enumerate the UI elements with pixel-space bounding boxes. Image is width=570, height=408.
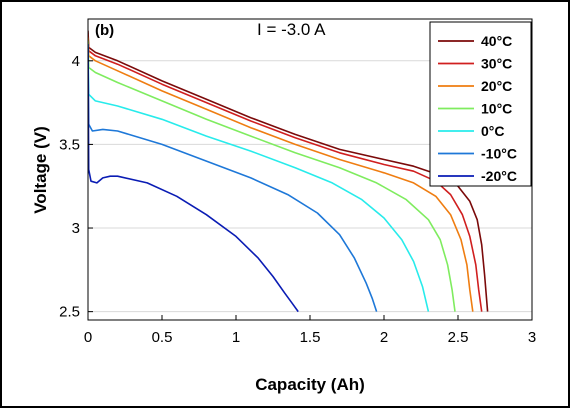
current-annotation: I = -3.0 A <box>257 20 326 39</box>
x-tick-label: 1.5 <box>300 329 321 346</box>
series-line <box>88 40 456 312</box>
legend-box <box>429 21 532 187</box>
y-axis-label: Voltage (V) <box>31 126 50 214</box>
legend-label: 20°C <box>481 78 512 94</box>
x-tick-label: 0 <box>84 329 92 346</box>
x-tick-label: 2 <box>380 329 388 346</box>
series-lines <box>88 30 489 313</box>
series-line <box>88 44 430 312</box>
series-line <box>88 33 483 312</box>
series-line <box>88 37 474 312</box>
series-line <box>88 47 378 312</box>
series-line <box>88 44 299 313</box>
series-line <box>88 30 489 312</box>
y-tick-label: 4 <box>72 53 80 70</box>
x-tick-label: 0.5 <box>152 329 173 346</box>
legend: 40°C 30°C 20°C 10°C 0°C -10°C -20°C <box>429 21 532 187</box>
x-tick-label: 1 <box>232 329 240 346</box>
x-axis-label: Capacity (Ah) <box>255 375 365 394</box>
y-tick-label: 3 <box>72 220 80 237</box>
y-tick-label: 2.5 <box>59 304 80 321</box>
legend-label: -10°C <box>481 146 517 162</box>
x-tick-label: 3 <box>528 329 536 346</box>
legend-label: 30°C <box>481 56 512 72</box>
legend-label: 40°C <box>481 33 512 49</box>
panel-label: (b) <box>95 22 114 39</box>
legend-label: 0°C <box>481 123 505 139</box>
legend-label: 10°C <box>481 101 512 117</box>
y-tick-label: 3.5 <box>59 136 80 153</box>
axis-ticks: 2.5 3 3.5 4 0 0.5 1 1.5 2 2.5 3 <box>59 53 536 346</box>
x-tick-label: 2.5 <box>448 329 469 346</box>
legend-label: -20°C <box>481 168 517 184</box>
